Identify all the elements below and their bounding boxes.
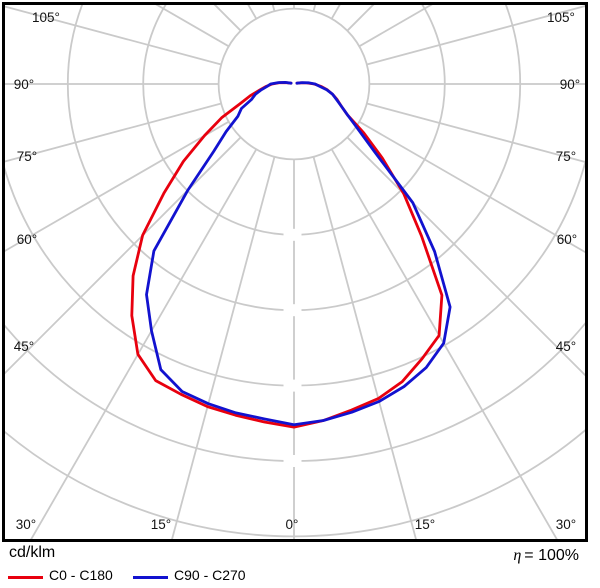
polar-grid-spoke bbox=[5, 136, 242, 375]
efficiency-value: = 100% bbox=[524, 547, 579, 564]
grid-label-knockout bbox=[283, 455, 302, 467]
curve-c0-c180 bbox=[130, 81, 444, 429]
legend-label-c0-c180: C0 - C180 bbox=[49, 567, 113, 583]
legend-label-c90-c270: C90 - C270 bbox=[174, 567, 246, 583]
polar-grid-spoke bbox=[29, 148, 258, 540]
polar-grid-ring bbox=[217, 7, 371, 161]
polar-grid-spoke bbox=[5, 5, 222, 66]
grid-label-knockout bbox=[283, 379, 302, 392]
angle-tick-label: 60° bbox=[17, 232, 37, 247]
curve-c90-c270 bbox=[145, 81, 452, 427]
angle-tick-label: 15° bbox=[415, 517, 435, 532]
polar-grid-spoke bbox=[366, 5, 585, 66]
polar-grid-spoke bbox=[170, 156, 276, 540]
angle-tick-label: 30° bbox=[556, 517, 576, 532]
angle-tick-label: 75° bbox=[556, 149, 576, 164]
angle-tick-label: 75° bbox=[17, 149, 37, 164]
angle-tick-label: 105° bbox=[547, 10, 575, 25]
plot-frame bbox=[2, 2, 588, 542]
polar-grid-spoke bbox=[312, 156, 418, 540]
efficiency-label: η = 100% bbox=[513, 547, 579, 565]
angle-tick-label: 60° bbox=[557, 232, 577, 247]
angle-tick-label: 45° bbox=[556, 339, 576, 354]
angle-tick-label: 0° bbox=[286, 517, 299, 532]
legend-swatch-c90-c270 bbox=[133, 576, 168, 579]
angle-tick-label: 90° bbox=[14, 77, 34, 92]
polar-grid-spoke bbox=[5, 102, 222, 163]
polar-grid-spoke bbox=[346, 136, 585, 377]
polar-grid-spoke bbox=[312, 5, 317, 12]
legend-swatch-c0-c180 bbox=[8, 576, 43, 579]
angle-tick-label: 45° bbox=[14, 339, 34, 354]
angle-tick-label: 105° bbox=[32, 10, 60, 25]
eta-symbol: η bbox=[513, 547, 522, 564]
angle-tick-label: 90° bbox=[560, 77, 580, 92]
polar-grid-spoke bbox=[271, 5, 276, 12]
grid-label-knockout bbox=[283, 228, 302, 241]
angle-tick-label: 15° bbox=[151, 517, 171, 532]
polar-grid-spoke bbox=[330, 148, 559, 540]
polar-grid-spoke bbox=[5, 120, 230, 252]
grid-label-knockout bbox=[283, 304, 302, 317]
angle-tick-label: 30° bbox=[16, 517, 36, 532]
polar-grid-spoke bbox=[366, 102, 585, 163]
unit-label: cd/klm bbox=[9, 544, 56, 561]
polar-grid-spoke bbox=[358, 120, 585, 254]
polar-grid-ring bbox=[5, 5, 585, 387]
